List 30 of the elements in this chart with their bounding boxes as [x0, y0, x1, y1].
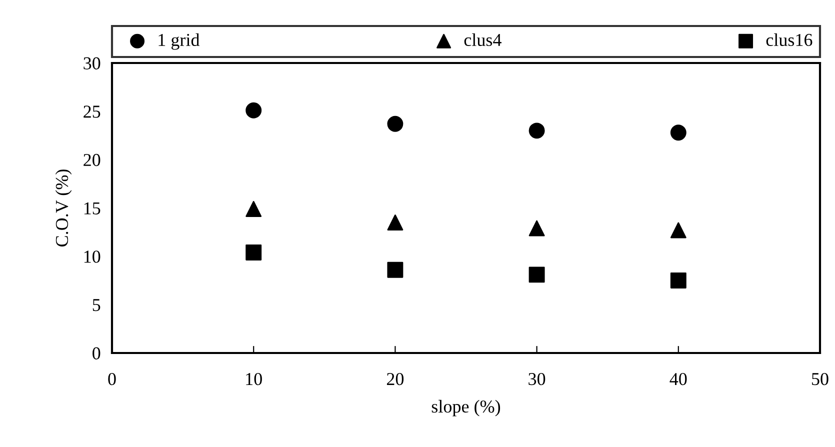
point — [387, 262, 404, 278]
point — [528, 266, 545, 283]
y-tick-label: 5 — [92, 299, 100, 312]
x-tick-label: 0 — [108, 372, 116, 386]
point — [246, 244, 262, 260]
y-tick-label: 20 — [84, 154, 100, 166]
x-tick-label: 20 — [386, 372, 404, 386]
point — [387, 116, 404, 132]
x-tick-label: 50 — [812, 372, 828, 386]
point — [387, 214, 404, 230]
legend-label: clus16 — [766, 33, 812, 46]
x-axis-title: slope (%) — [432, 400, 500, 416]
point — [528, 220, 545, 236]
point — [246, 200, 262, 217]
x-tick-label: 10 — [246, 372, 262, 386]
y-tick-label: 30 — [84, 57, 100, 70]
x-tick-label: 30 — [528, 372, 546, 386]
y-tick-label: 0 — [92, 347, 100, 360]
x-tick-label: 40 — [670, 372, 687, 386]
point — [246, 102, 262, 118]
point — [670, 124, 686, 141]
point — [528, 122, 545, 139]
point — [670, 272, 686, 288]
legend-label: clus4 — [464, 33, 502, 46]
legend-label: 1 grid — [158, 33, 200, 50]
y-tick-label: 25 — [84, 106, 100, 118]
y-tick-label: 15 — [84, 202, 100, 214]
y-tick-label: 10 — [84, 250, 100, 263]
point — [670, 222, 686, 238]
y-axis-title: C.O.V (%) — [55, 170, 72, 246]
